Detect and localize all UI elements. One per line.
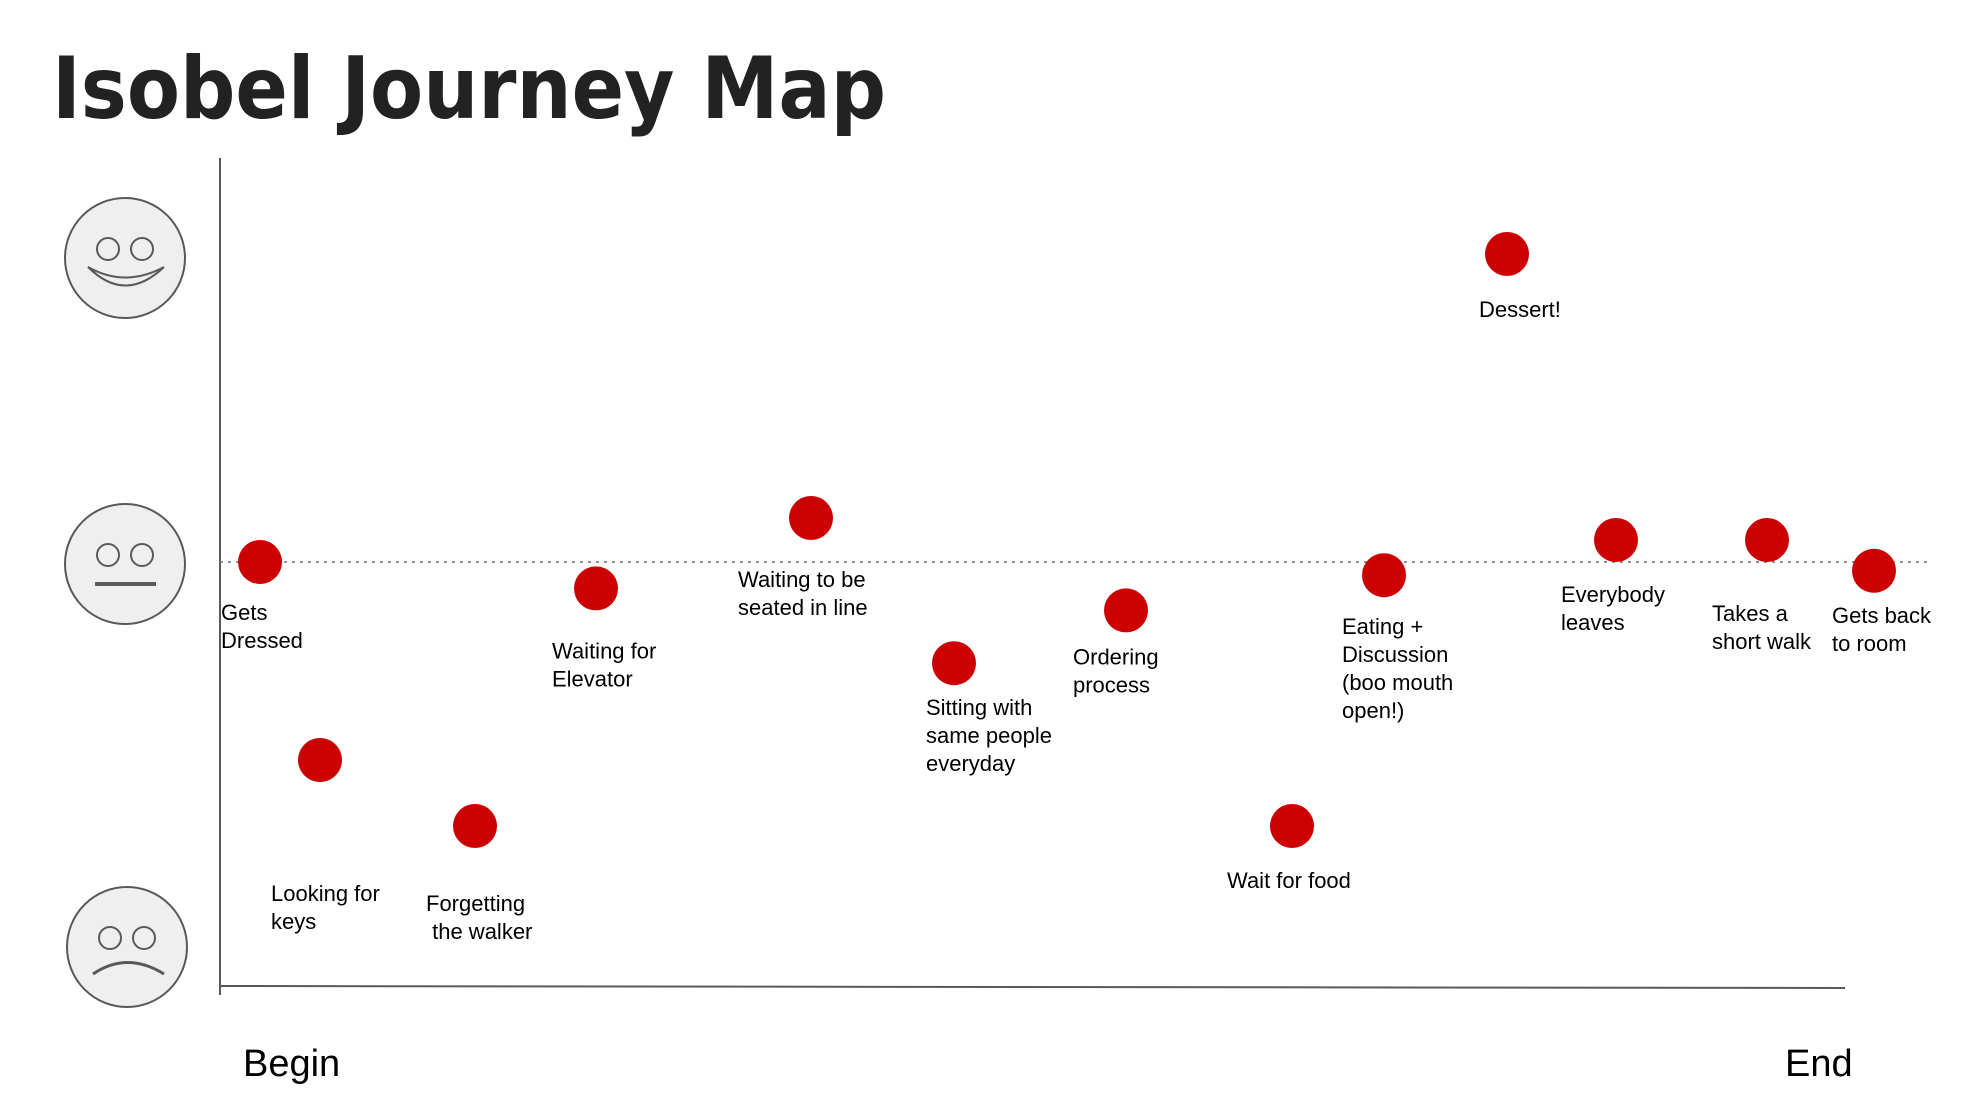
journey-point-label: Ordering process <box>1073 644 1159 697</box>
journey-point <box>932 641 976 686</box>
begin-label: Begin <box>243 1043 340 1085</box>
journey-point <box>453 804 497 848</box>
journey-point <box>1104 588 1148 633</box>
end-label: End <box>1785 1043 1853 1085</box>
page-title: Isobel Journey Map <box>52 39 886 139</box>
journey-point <box>1362 553 1406 598</box>
journey-point-label: Gets Dressed <box>221 600 303 653</box>
journey-point <box>1745 518 1789 562</box>
journey-point-label: Waiting to be seated in line <box>738 567 868 620</box>
journey-point <box>1852 548 1896 593</box>
journey-points: Gets Dressed Looking for keys Forgetting the… <box>221 232 1932 944</box>
journey-point-label: Dessert! <box>1479 297 1561 322</box>
journey-point <box>1485 232 1529 276</box>
journey-point-label: Everybody leaves <box>1561 582 1665 635</box>
journey-point <box>1270 804 1314 848</box>
journey-point <box>574 566 618 611</box>
neutral-face-icon <box>64 503 186 625</box>
journey-point-label: Eating + Discussion (boo mouth open!) <box>1342 614 1453 723</box>
journey-point-label: Waiting for Elevator <box>552 638 656 691</box>
journey-point <box>1594 518 1638 562</box>
journey-point-label: Sitting with same people everyday <box>926 695 1052 776</box>
journey-point-label: Gets back to room <box>1832 603 1932 656</box>
x-axis-line <box>219 985 1846 989</box>
journey-point-label: Looking for keys <box>271 881 380 934</box>
sad-face-icon <box>66 886 188 1008</box>
journey-point-label: Forgetting the walker <box>426 891 532 944</box>
happy-face-icon <box>64 197 186 319</box>
journey-point <box>298 738 342 782</box>
journey-point <box>789 496 833 540</box>
journey-point-label: Wait for food <box>1227 868 1351 893</box>
journey-point-label: Takes a short walk <box>1712 601 1812 654</box>
journey-point <box>238 540 282 584</box>
